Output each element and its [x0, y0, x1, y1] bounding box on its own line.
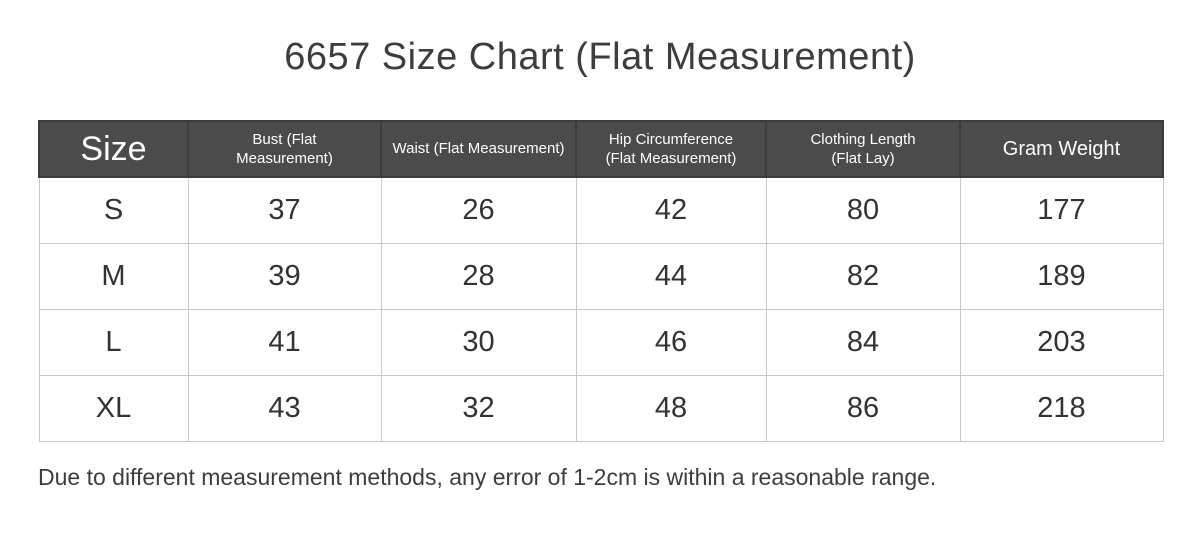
header-label: Waist (Flat Measurement)	[392, 140, 565, 158]
header-cell-gram-weight: Gram Weight	[959, 120, 1164, 178]
value-cell: 86	[765, 374, 961, 442]
value-cell: 48	[575, 374, 767, 442]
table-row-l: L 41 30 46 84 203	[38, 308, 1164, 376]
header-label-line: Clothing Length	[810, 130, 916, 148]
header-label-line: Hip Circumference	[608, 130, 734, 148]
measurement-disclaimer: Due to different measurement methods, an…	[38, 464, 937, 490]
value-cell: 28	[380, 242, 577, 310]
page-title: 6657 Size Chart (Flat Measurement)	[284, 36, 916, 78]
value-cell: 189	[959, 242, 1164, 310]
header-cell-waist: Waist (Flat Measurement)	[380, 120, 577, 178]
header-label-line: Bust (Flat	[252, 130, 317, 148]
value-cell: 26	[380, 176, 577, 244]
value-cell: 177	[959, 176, 1164, 244]
value-cell: 203	[959, 308, 1164, 376]
header-label-line: (Flat Lay)	[831, 150, 895, 167]
header-cell-bust: Bust (Flat Measurement)	[187, 120, 382, 178]
value-cell: 32	[380, 374, 577, 442]
header-label: Size	[80, 129, 147, 168]
value-cell: 218	[959, 374, 1164, 442]
header-label-line: (Flat Measurement)	[605, 150, 737, 167]
table-header: Size Bust (Flat Measurement) Waist (Flat…	[38, 120, 1164, 178]
value-cell: 30	[380, 308, 577, 376]
value-cell: 43	[187, 374, 382, 442]
size-cell: M	[38, 242, 189, 310]
value-cell: 41	[187, 308, 382, 376]
size-cell: S	[38, 176, 189, 244]
header-label: Gram Weight	[1002, 138, 1121, 160]
value-cell: 84	[765, 308, 961, 376]
table-row-s: S 37 26 42 80 177	[38, 176, 1164, 244]
value-cell: 46	[575, 308, 767, 376]
size-cell: XL	[38, 374, 189, 442]
value-cell: 80	[765, 176, 961, 244]
header-row: Size Bust (Flat Measurement) Waist (Flat…	[38, 120, 1164, 178]
table-row-m: M 39 28 44 82 189	[38, 242, 1164, 310]
header-label-line: Measurement)	[236, 150, 333, 167]
value-cell: 37	[187, 176, 382, 244]
value-cell: 39	[187, 242, 382, 310]
size-chart-table: Size Bust (Flat Measurement) Waist (Flat…	[38, 120, 1164, 442]
size-cell: L	[38, 308, 189, 376]
table-row-xl: XL 43 32 48 86 218	[38, 374, 1164, 442]
value-cell: 82	[765, 242, 961, 310]
header-cell-clothing-length: Clothing Length (Flat Lay)	[765, 120, 961, 178]
value-cell: 44	[575, 242, 767, 310]
value-cell: 42	[575, 176, 767, 244]
header-cell-hip: Hip Circumference (Flat Measurement)	[575, 120, 767, 178]
table-body: S 37 26 42 80 177 M 39 28 44 82 189 L 41…	[38, 176, 1164, 442]
header-cell-size: Size	[38, 120, 189, 178]
